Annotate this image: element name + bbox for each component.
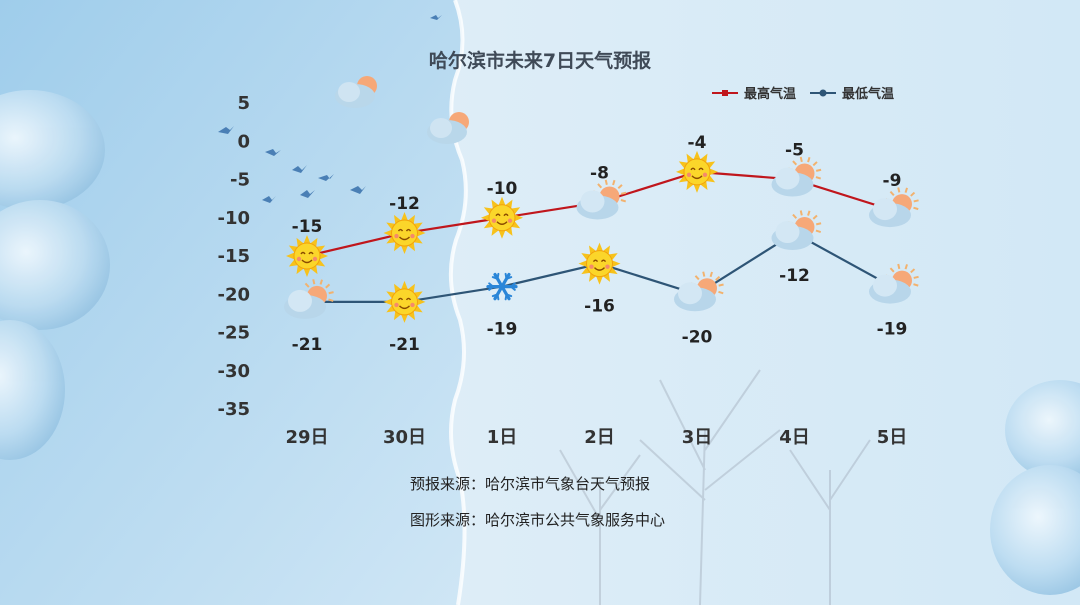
sun-icon (676, 150, 718, 193)
sun-icon (578, 242, 621, 285)
y-tick-label: -5 (230, 170, 250, 191)
x-tick-label: 29日 (285, 427, 328, 448)
cloud-sun-icon (284, 279, 334, 319)
y-tick-label: -20 (217, 284, 250, 305)
data-label-low: -21 (292, 335, 323, 355)
cloud-sun-icon (427, 112, 469, 144)
sun-icon (383, 280, 426, 323)
cloud-sun-icon (771, 210, 822, 251)
data-label-low: -16 (584, 297, 615, 317)
data-label-high: -5 (785, 141, 804, 161)
cloud-sun-icon (335, 76, 377, 108)
data-label-high: -4 (688, 133, 707, 153)
data-label-low: -19 (877, 320, 908, 340)
tree-silhouette (559, 369, 871, 605)
sun-icon (383, 212, 426, 255)
data-label-low: -20 (682, 327, 713, 347)
legend: 最高气温 最低气温 (712, 83, 894, 102)
forecast-source: 预报来源：哈尔滨市气象台天气预报 (410, 475, 651, 493)
cloud-sun-icon (674, 271, 724, 312)
cloud-sun-icon (576, 179, 627, 220)
sun-icon (286, 235, 328, 277)
torn-paper-panel (0, 0, 466, 605)
x-tick-label: 30日 (383, 427, 426, 448)
y-tick-label: -30 (217, 361, 250, 382)
legend-item-high: 最高气温 (712, 83, 796, 102)
legend-line-high-icon (712, 89, 738, 96)
data-label-high: -12 (389, 194, 420, 214)
birds-decoration (218, 15, 442, 203)
legend-label-high: 最高气温 (744, 87, 797, 102)
x-tick-label: 5日 (877, 427, 908, 448)
y-tick-label: -35 (217, 399, 250, 420)
x-tick-label: 2日 (584, 427, 615, 448)
data-label-high: -15 (292, 217, 323, 237)
x-tick-label: 4日 (779, 427, 810, 448)
y-tick-label: 0 (237, 131, 250, 152)
y-tick-label: 5 (237, 93, 250, 114)
left-flower (0, 90, 110, 460)
y-tick-label: -10 (217, 208, 250, 229)
data-label-low: -21 (389, 335, 420, 355)
graphic-source: 图形来源：哈尔滨市公共气象服务中心 (410, 511, 666, 529)
y-tick-label: -25 (217, 323, 250, 344)
legend-label-low: 最低气温 (842, 87, 895, 102)
data-label-high: -9 (883, 171, 902, 191)
cloud-sun-icon (771, 156, 822, 197)
data-label-low: -12 (779, 266, 810, 286)
x-tick-label: 3日 (682, 427, 713, 448)
x-tick-label: 1日 (487, 427, 518, 448)
right-flower (990, 380, 1080, 595)
data-label-high: -8 (590, 163, 609, 183)
chart-title: 哈尔滨市未来7日天气预报 (428, 50, 652, 72)
cloud-sun-icon (869, 187, 919, 228)
sun-icon (481, 196, 523, 239)
y-tick-label: -15 (217, 246, 250, 267)
cloud-sun-icon (869, 263, 919, 304)
data-label-low: -19 (487, 320, 518, 340)
snowflake-icon (486, 272, 518, 301)
legend-item-low: 最低气温 (810, 83, 894, 102)
data-label-high: -10 (487, 179, 518, 199)
legend-line-low-icon (810, 89, 837, 96)
